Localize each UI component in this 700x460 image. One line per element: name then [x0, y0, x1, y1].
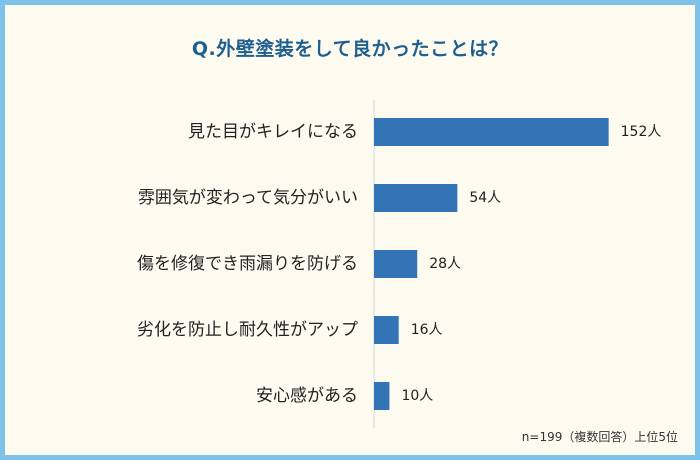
category-label: 雰囲気が変わって気分がいい	[138, 188, 358, 208]
bar	[374, 316, 399, 344]
chart-title: Q.外壁塗装をして良かったことは？	[191, 38, 509, 60]
bar	[374, 184, 458, 212]
category-label: 安心感がある	[256, 386, 358, 406]
bar	[374, 118, 609, 146]
value-label: 152人	[621, 124, 662, 140]
bar	[374, 382, 390, 410]
value-label: 28人	[429, 256, 461, 272]
value-label: 10人	[401, 388, 433, 404]
category-label: 傷を修復でき雨漏りを防げる	[137, 254, 358, 274]
bar	[374, 250, 418, 278]
value-label: 54人	[469, 190, 501, 206]
category-label: 劣化を防止し耐久性がアップ	[137, 320, 358, 340]
category-label: 見た目がキレイになる	[188, 122, 358, 142]
sample-note: n=199（複数回答）上位5位	[521, 430, 678, 444]
value-label: 16人	[411, 322, 443, 338]
